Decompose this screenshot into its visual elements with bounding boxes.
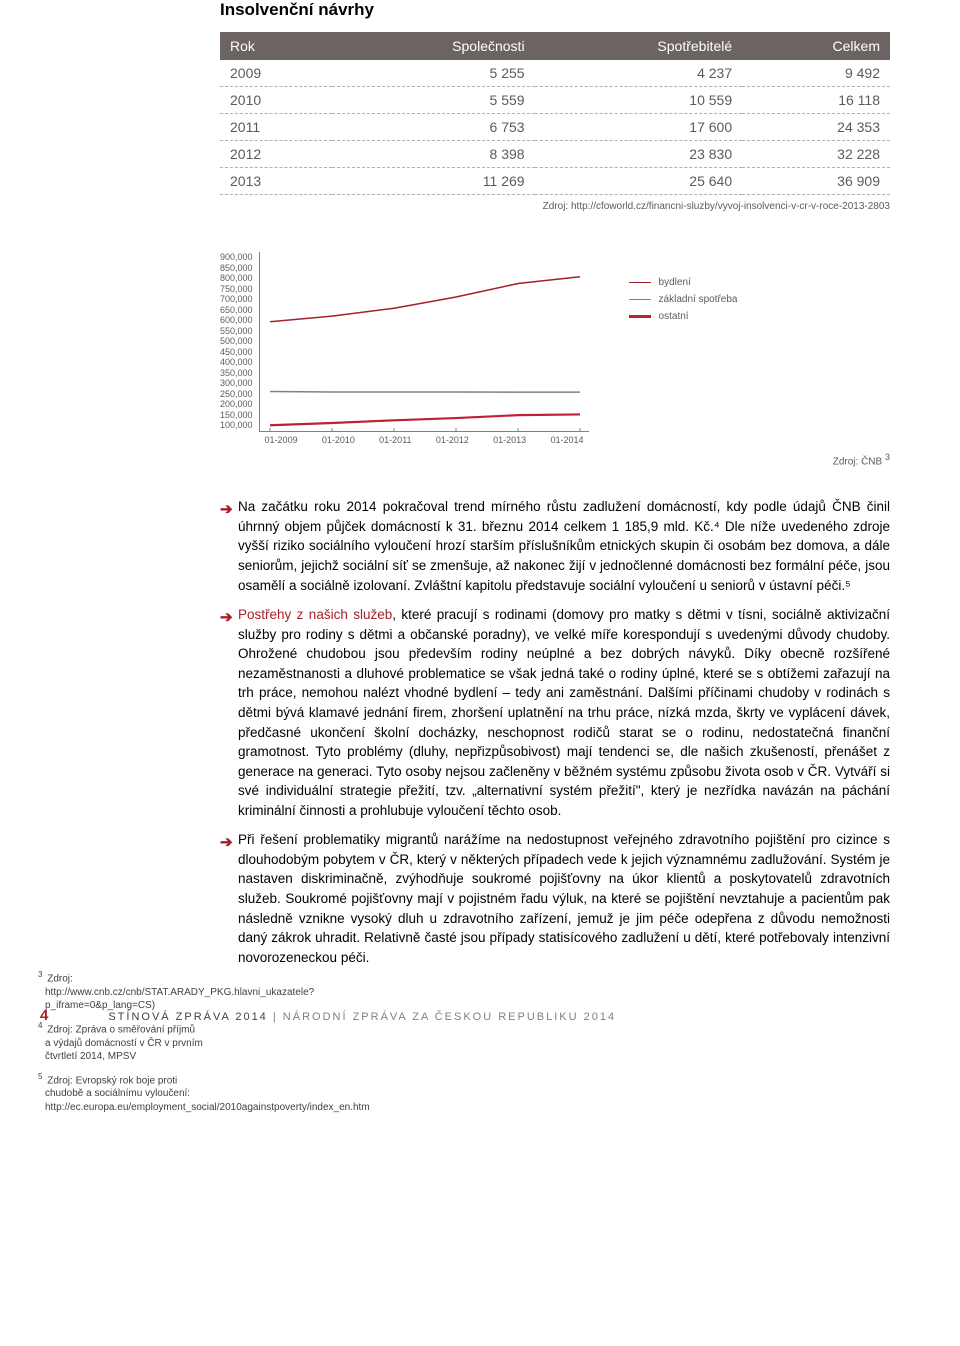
bullet-arrow-icon: ➔	[220, 499, 233, 521]
table-cell: 2009	[220, 60, 332, 87]
bullet-arrow-icon: ➔	[220, 607, 233, 629]
table-source: Zdroj: http://cfoworld.cz/financni-sluzb…	[220, 201, 890, 212]
table-cell: 32 228	[742, 141, 890, 168]
table-cell: 23 830	[535, 141, 743, 168]
table-cell: 24 353	[742, 114, 890, 141]
chart-plot-area: 01-200901-201001-201101-201201-201301-20…	[259, 252, 589, 432]
line-chart: 900,000850,000800,000750,000700,000650,0…	[220, 252, 890, 432]
main-column: Insolvenční návrhy RokSpolečnostiSpotřeb…	[220, 0, 890, 967]
table-cell: 11 269	[332, 168, 534, 195]
chart-x-axis: 01-200901-201001-201101-201201-201301-20…	[260, 435, 589, 445]
table-cell: 4 237	[535, 60, 743, 87]
legend-item: bydlení	[629, 277, 738, 288]
table-cell: 5 559	[332, 87, 534, 114]
chart-source: Zdroj: ČNB 3	[220, 452, 890, 467]
legend-item: ostatní	[629, 311, 738, 322]
table-header: Rok	[220, 32, 332, 60]
footnote: 3 Zdroj: http://www.cnb.cz/cnb/STAT.ARAD…	[38, 970, 203, 1013]
table-cell: 10 559	[535, 87, 743, 114]
page: Insolvenční návrhy RokSpolečnostiSpotřeb…	[0, 0, 960, 1044]
paragraph: ➔Na začátku roku 2014 pokračoval trend m…	[220, 497, 890, 595]
paragraph: ➔Postřehy z našich služeb, které pracují…	[220, 605, 890, 820]
table-cell: 2010	[220, 87, 332, 114]
insolvency-table: RokSpolečnostiSpotřebiteléCelkem 20095 2…	[220, 32, 890, 195]
body-text: ➔Na začátku roku 2014 pokračoval trend m…	[220, 497, 890, 967]
table-cell: 16 118	[742, 87, 890, 114]
table-cell: 8 398	[332, 141, 534, 168]
table-cell: 17 600	[535, 114, 743, 141]
bullet-arrow-icon: ➔	[220, 832, 233, 854]
table-row: 20116 75317 60024 353	[220, 114, 890, 141]
footnote: 4 Zdroj: Zpráva o směřování příjmů a výd…	[38, 1021, 203, 1064]
table-cell: 36 909	[742, 168, 890, 195]
table-cell: 9 492	[742, 60, 890, 87]
section-title: Insolvenční návrhy	[220, 0, 890, 20]
footnotes: 3 Zdroj: http://www.cnb.cz/cnb/STAT.ARAD…	[38, 970, 203, 1122]
footnote: 5 Zdroj: Evropský rok boje proti chudobě…	[38, 1072, 203, 1115]
chart-legend: bydlení základní spotřeba ostatní	[629, 252, 738, 432]
legend-item: základní spotřeba	[629, 294, 738, 305]
table-cell: 25 640	[535, 168, 743, 195]
chart-y-axis: 900,000850,000800,000750,000700,000650,0…	[220, 252, 259, 432]
table-cell: 6 753	[332, 114, 534, 141]
table-row: 20095 2554 2379 492	[220, 60, 890, 87]
table-row: 201311 26925 64036 909	[220, 168, 890, 195]
table-header: Celkem	[742, 32, 890, 60]
table-row: 20105 55910 55916 118	[220, 87, 890, 114]
table-cell: 5 255	[332, 60, 534, 87]
table-header: Spotřebitelé	[535, 32, 743, 60]
table-cell: 2012	[220, 141, 332, 168]
table-row: 20128 39823 83032 228	[220, 141, 890, 168]
table-header: Společnosti	[332, 32, 534, 60]
table-cell: 2013	[220, 168, 332, 195]
paragraph: ➔Při řešení problematiky migrantů naráží…	[220, 830, 890, 967]
table-cell: 2011	[220, 114, 332, 141]
